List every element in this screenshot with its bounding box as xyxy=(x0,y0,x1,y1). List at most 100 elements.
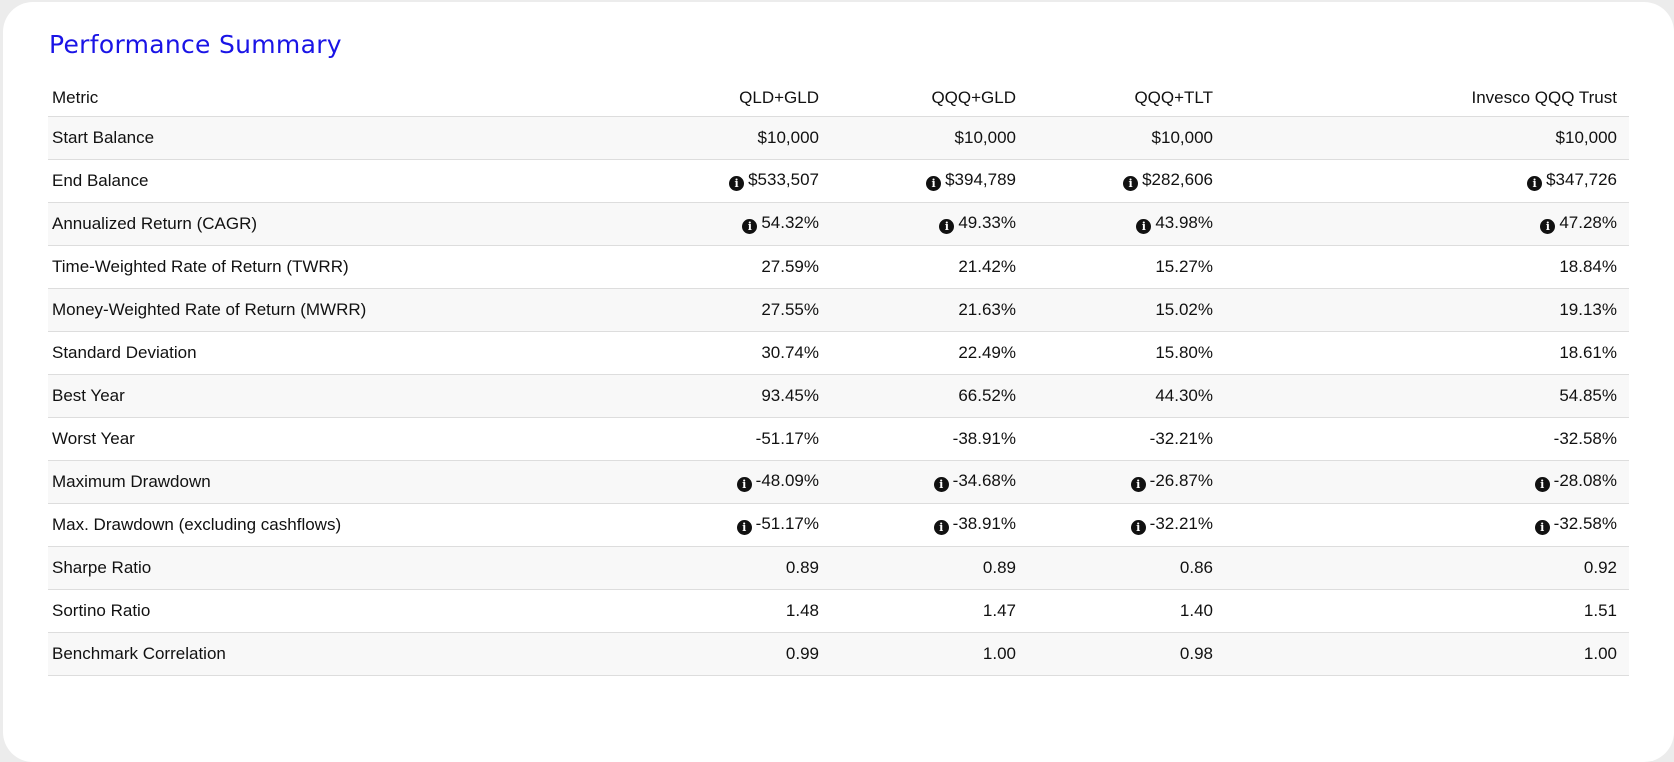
metric-label: Benchmark Correlation xyxy=(52,643,226,663)
info-circle-icon[interactable]: i xyxy=(1534,520,1550,535)
table-row: Best Year 93.45% 66.52% 44.30% 54.85% xyxy=(48,374,1629,417)
metric-value: 1.00 xyxy=(982,643,1016,663)
metric-label: Maximum Drawdown xyxy=(52,471,211,491)
page-title: Performance Summary xyxy=(49,30,342,59)
table-row: Sharpe Ratio 0.89 0.89 0.86 0.92 xyxy=(48,546,1629,589)
table-row: Time-Weighted Rate of Return (TWRR) 27.59… xyxy=(48,245,1629,288)
metric-value-cell: i $347,726 xyxy=(1225,159,1629,202)
metric-value-cell: 15.80% xyxy=(1028,331,1225,374)
metric-label: End Balance xyxy=(52,170,149,190)
metric-value-cell: 27.55% xyxy=(634,288,831,331)
metric-value: 22.49% xyxy=(958,342,1016,362)
info-circle-icon[interactable]: i xyxy=(933,477,949,492)
metric-value-cell: -32.58% xyxy=(1225,417,1629,460)
metric-value-cell: 0.89 xyxy=(634,546,831,589)
performance-summary-card: Performance Summary Metric QLD+GLD QQQ+G… xyxy=(3,2,1674,762)
metric-value: -48.09% xyxy=(755,471,819,490)
metric-value-cell: i -26.87% xyxy=(1028,460,1225,503)
info-circle-icon[interactable]: i xyxy=(729,176,745,191)
metric-value-cell: 18.84% xyxy=(1225,245,1629,288)
info-circle-icon[interactable]: i xyxy=(736,520,752,535)
metric-value-cell: i -48.09% xyxy=(634,460,831,503)
metric-value-cell: -51.17% xyxy=(634,417,831,460)
metric-value-cell: 93.45% xyxy=(634,374,831,417)
metric-value: 15.27% xyxy=(1155,256,1213,276)
info-circle-icon[interactable]: i xyxy=(1534,477,1550,492)
metric-label: Money-Weighted Rate of Return (MWRR) xyxy=(52,299,367,319)
metric-label: Start Balance xyxy=(52,127,155,147)
metric-value-cell: -32.21% xyxy=(1028,417,1225,460)
metric-value: 43.98% xyxy=(1155,213,1213,232)
metric-value: $347,726 xyxy=(1546,170,1617,189)
metric-value-cell: 1.47 xyxy=(831,589,1028,632)
info-circle-icon[interactable]: i xyxy=(933,520,949,535)
metric-value: 44.30% xyxy=(1155,385,1213,405)
metric-value-cell: 27.59% xyxy=(634,245,831,288)
metric-value-cell: 19.13% xyxy=(1225,288,1629,331)
metric-value-cell: 15.02% xyxy=(1028,288,1225,331)
metric-value: 1.48 xyxy=(785,600,819,620)
metric-value: 49.33% xyxy=(958,213,1016,232)
table-row: Max. Drawdown (excluding cashflows) i -51.… xyxy=(48,503,1629,546)
header-row: Metric QLD+GLD QQQ+GLD QQQ+TLT Invesco Q… xyxy=(48,76,1629,117)
info-circle-icon[interactable]: i xyxy=(1527,176,1543,191)
metric-value: 1.40 xyxy=(1179,600,1213,620)
metric-value: 18.61% xyxy=(1559,342,1617,362)
info-circle-icon[interactable]: i xyxy=(1130,477,1146,492)
metric-value: 93.45% xyxy=(761,385,819,405)
metric-value: -32.58% xyxy=(1553,428,1617,448)
metric-value-cell: 44.30% xyxy=(1028,374,1225,417)
table-row: Start Balance $10,000 $10,000 $10,000 $10,00… xyxy=(48,116,1629,159)
metric-label: Annualized Return (CAGR) xyxy=(52,213,258,233)
info-circle-icon[interactable]: i xyxy=(939,219,955,234)
metric-value-cell: 1.40 xyxy=(1028,589,1225,632)
metric-value-cell: 21.42% xyxy=(831,245,1028,288)
metric-value-cell: i -38.91% xyxy=(831,503,1028,546)
metric-value-cell: 1.00 xyxy=(1225,632,1629,675)
metric-value: 15.80% xyxy=(1155,342,1213,362)
metric-value-cell: i 47.28% xyxy=(1225,202,1629,245)
metric-value: 0.89 xyxy=(982,557,1016,577)
info-circle-icon[interactable]: i xyxy=(742,219,758,234)
metric-label: Sharpe Ratio xyxy=(52,557,152,577)
metric-value-cell: i $533,507 xyxy=(634,159,831,202)
column-header-qqq-tlt: QQQ+TLT xyxy=(1028,76,1225,117)
metric-value: -38.91% xyxy=(952,514,1016,533)
metric-value: 27.55% xyxy=(761,299,819,319)
metric-value-cell: 0.86 xyxy=(1028,546,1225,589)
column-header-metric: Metric xyxy=(48,76,634,117)
info-circle-icon[interactable]: i xyxy=(1123,176,1139,191)
metric-value-cell: 0.99 xyxy=(634,632,831,675)
metric-value: -28.08% xyxy=(1553,471,1617,490)
metric-value: 21.42% xyxy=(958,256,1016,276)
metric-value-cell: -38.91% xyxy=(831,417,1028,460)
metric-value-cell: i $282,606 xyxy=(1028,159,1225,202)
metric-label: Worst Year xyxy=(52,428,135,448)
metric-label: Sortino Ratio xyxy=(52,600,151,620)
info-circle-icon[interactable]: i xyxy=(1540,219,1556,234)
info-circle-icon[interactable]: i xyxy=(736,477,752,492)
metric-value-cell: 0.92 xyxy=(1225,546,1629,589)
info-circle-icon[interactable]: i xyxy=(926,176,942,191)
metric-value: -32.21% xyxy=(1149,514,1213,533)
metric-value: -32.21% xyxy=(1149,428,1213,448)
column-header-qld-gld: QLD+GLD xyxy=(634,76,831,117)
info-circle-icon[interactable]: i xyxy=(1136,219,1152,234)
table-row: Standard Deviation 30.74% 22.49% 15.80% 18.6… xyxy=(48,331,1629,374)
metric-value: 19.13% xyxy=(1559,299,1617,319)
metric-label: Standard Deviation xyxy=(52,342,197,362)
metric-value-cell: 66.52% xyxy=(831,374,1028,417)
metric-value-cell: i -28.08% xyxy=(1225,460,1629,503)
metric-value-cell: i $394,789 xyxy=(831,159,1028,202)
metric-value: 15.02% xyxy=(1155,299,1213,319)
performance-table: Metric QLD+GLD QQQ+GLD QQQ+TLT Invesco Q… xyxy=(48,76,1629,676)
metric-value-cell: i -51.17% xyxy=(634,503,831,546)
metric-value-cell: $10,000 xyxy=(1028,116,1225,159)
metric-value: 21.63% xyxy=(958,299,1016,319)
metric-value-cell: i 54.32% xyxy=(634,202,831,245)
metric-value-cell: 18.61% xyxy=(1225,331,1629,374)
metric-value-cell: 0.89 xyxy=(831,546,1028,589)
info-circle-icon[interactable]: i xyxy=(1130,520,1146,535)
metric-value-cell: i -32.58% xyxy=(1225,503,1629,546)
metric-value: 54.32% xyxy=(761,213,819,232)
